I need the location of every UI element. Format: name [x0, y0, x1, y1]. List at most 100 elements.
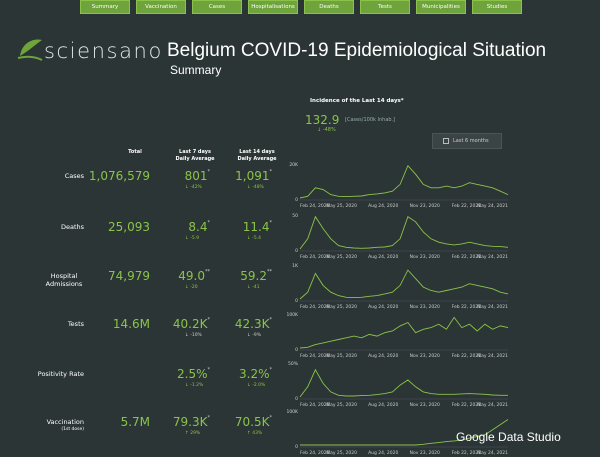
x-tick-label: May 25, 2020 [326, 254, 357, 260]
x-tick-label: May 25, 2020 [326, 304, 357, 310]
avg-value: 1,091 [235, 169, 270, 183]
avg-value: 42.3K [234, 317, 270, 331]
avg-value: 8.4 [188, 220, 208, 234]
page-subtitle: Summary [170, 63, 222, 77]
x-tick-label: May 24, 2021 [477, 304, 508, 310]
row-label: Deaths [20, 223, 84, 231]
avg-value: 2.5% [177, 367, 208, 381]
x-tick-label: May 24, 2021 [477, 203, 508, 209]
x-tick-label: Aug 24, 2020 [368, 353, 398, 359]
checkbox-label: Last 6 months [453, 138, 489, 144]
row-avg14: 70.5K* [212, 415, 272, 429]
avg-footnote: * [207, 415, 211, 421]
y-min-label: 0 [295, 444, 298, 450]
row-label: Cases [20, 172, 84, 180]
row-chg7: ↓ -5.9 [185, 236, 199, 241]
row-avg7: 40.2K* [150, 317, 210, 331]
y-max-label: 100K [286, 409, 299, 415]
x-tick-label: Aug 24, 2020 [368, 304, 398, 310]
row-avg7: 49.0** [150, 269, 210, 283]
y-min-label: 0 [295, 197, 298, 203]
nav-studies[interactable]: Studies [472, 0, 522, 14]
x-tick-label: May 25, 2020 [326, 353, 357, 359]
row-total: 5.7M [120, 415, 150, 429]
row-chg7: ↓ -10% [185, 333, 202, 338]
incidence-value: 132.9 [305, 113, 340, 127]
col-last7-line1: Last 7 days [179, 149, 211, 155]
x-tick-label: Feb 24, 2020 [300, 353, 330, 359]
nav-summary[interactable]: Summary [80, 0, 130, 14]
avg-footnote: * [269, 220, 273, 226]
x-tick-label: Feb 22, 2021 [452, 304, 482, 310]
row-label-text: Cases [64, 172, 84, 180]
y-min-label: 0 [295, 396, 298, 402]
y-min-label: 0 [295, 248, 298, 254]
nav-municipalities[interactable]: Municipalities [416, 0, 466, 14]
sciensano-logo: sciensano [16, 34, 161, 66]
row-avg14: 59.2** [212, 269, 272, 283]
avg-value: 801 [184, 169, 208, 183]
page-title: Belgium COVID-19 Epidemiological Situati… [167, 40, 547, 61]
row-avg7: 801* [150, 169, 210, 183]
row-label: Hospital Admissions [20, 272, 84, 288]
row-chg7: ↓ -42% [185, 185, 202, 190]
col-last7: Last 7 days Daily Average [170, 149, 220, 163]
x-tick-label: May 24, 2021 [477, 402, 508, 408]
avg-footnote: * [269, 169, 273, 175]
avg-value: 49.0 [178, 269, 205, 283]
checkbox[interactable] [443, 138, 449, 144]
avg-footnote: * [269, 317, 273, 323]
x-tick-label: May 24, 2021 [477, 450, 508, 456]
nav-cases[interactable]: Cases [192, 0, 242, 14]
top-nav: Summary Vaccination Cases Hospitalisations D… [80, 0, 522, 15]
x-tick-label: May 25, 2020 [326, 402, 357, 408]
row-label-text: Tests [67, 320, 84, 328]
row-chg7: ↓ -1.2% [185, 383, 204, 388]
nav-hospitalisations[interactable]: Hospitalisations [248, 0, 298, 14]
row-label: Positivity Rate [20, 370, 84, 378]
series-line [299, 368, 508, 398]
nav-tests[interactable]: Tests [360, 0, 410, 14]
leaf-icon [17, 39, 43, 61]
x-tick-label: Feb 24, 2020 [300, 203, 330, 209]
x-tick-label: May 25, 2020 [326, 450, 357, 456]
col-last14-line1: Last 14 days [239, 149, 275, 155]
y-min-label: 0 [295, 347, 298, 353]
series-line [299, 215, 509, 250]
avg-footnote: ** [205, 269, 210, 275]
x-tick-label: Nov 23, 2020 [410, 254, 440, 260]
avg-footnote: * [207, 169, 211, 175]
col-last7-line2: Daily Average [175, 156, 215, 162]
last-6-months-toggle[interactable]: Last 6 months [432, 133, 502, 149]
row-total: 74,979 [108, 269, 150, 283]
avg-value: 59.2 [240, 269, 267, 283]
y-max-label: 50% [288, 361, 299, 367]
row-avg14: 42.3K* [212, 317, 272, 331]
incidence-heading: Incidence of the Last 14 days* [310, 98, 404, 104]
row-total: 25,093 [108, 220, 150, 234]
y-max-label: 50 [292, 213, 298, 219]
avg-footnote: * [207, 220, 211, 226]
nav-deaths[interactable]: Deaths [304, 0, 354, 14]
x-tick-label: Nov 23, 2020 [410, 203, 440, 209]
row-total: 14.6M [112, 317, 150, 331]
row-avg7: 79.3K* [150, 415, 210, 429]
series-line [299, 164, 509, 199]
nav-vaccination[interactable]: Vaccination [136, 0, 186, 14]
col-last14-line2: Daily Average [237, 156, 277, 162]
x-tick-label: Nov 23, 2020 [410, 304, 440, 310]
series-line [299, 269, 509, 300]
x-tick-label: Feb 24, 2020 [300, 450, 330, 456]
series-line [300, 419, 509, 446]
incidence-unit: [Cases/100k Inhab.] [345, 117, 396, 123]
col-total: Total [128, 149, 142, 155]
x-tick-label: Feb 22, 2021 [452, 254, 482, 260]
x-tick-label: Nov 23, 2020 [410, 402, 440, 408]
google-data-studio-label: Google Data Studio [456, 430, 561, 444]
row-label: Vaccination (1st dose) [20, 418, 84, 434]
row-label: Tests [20, 320, 84, 328]
row-chg14: ↓ -2.0% [247, 383, 266, 388]
avg-value: 3.2% [239, 367, 270, 381]
